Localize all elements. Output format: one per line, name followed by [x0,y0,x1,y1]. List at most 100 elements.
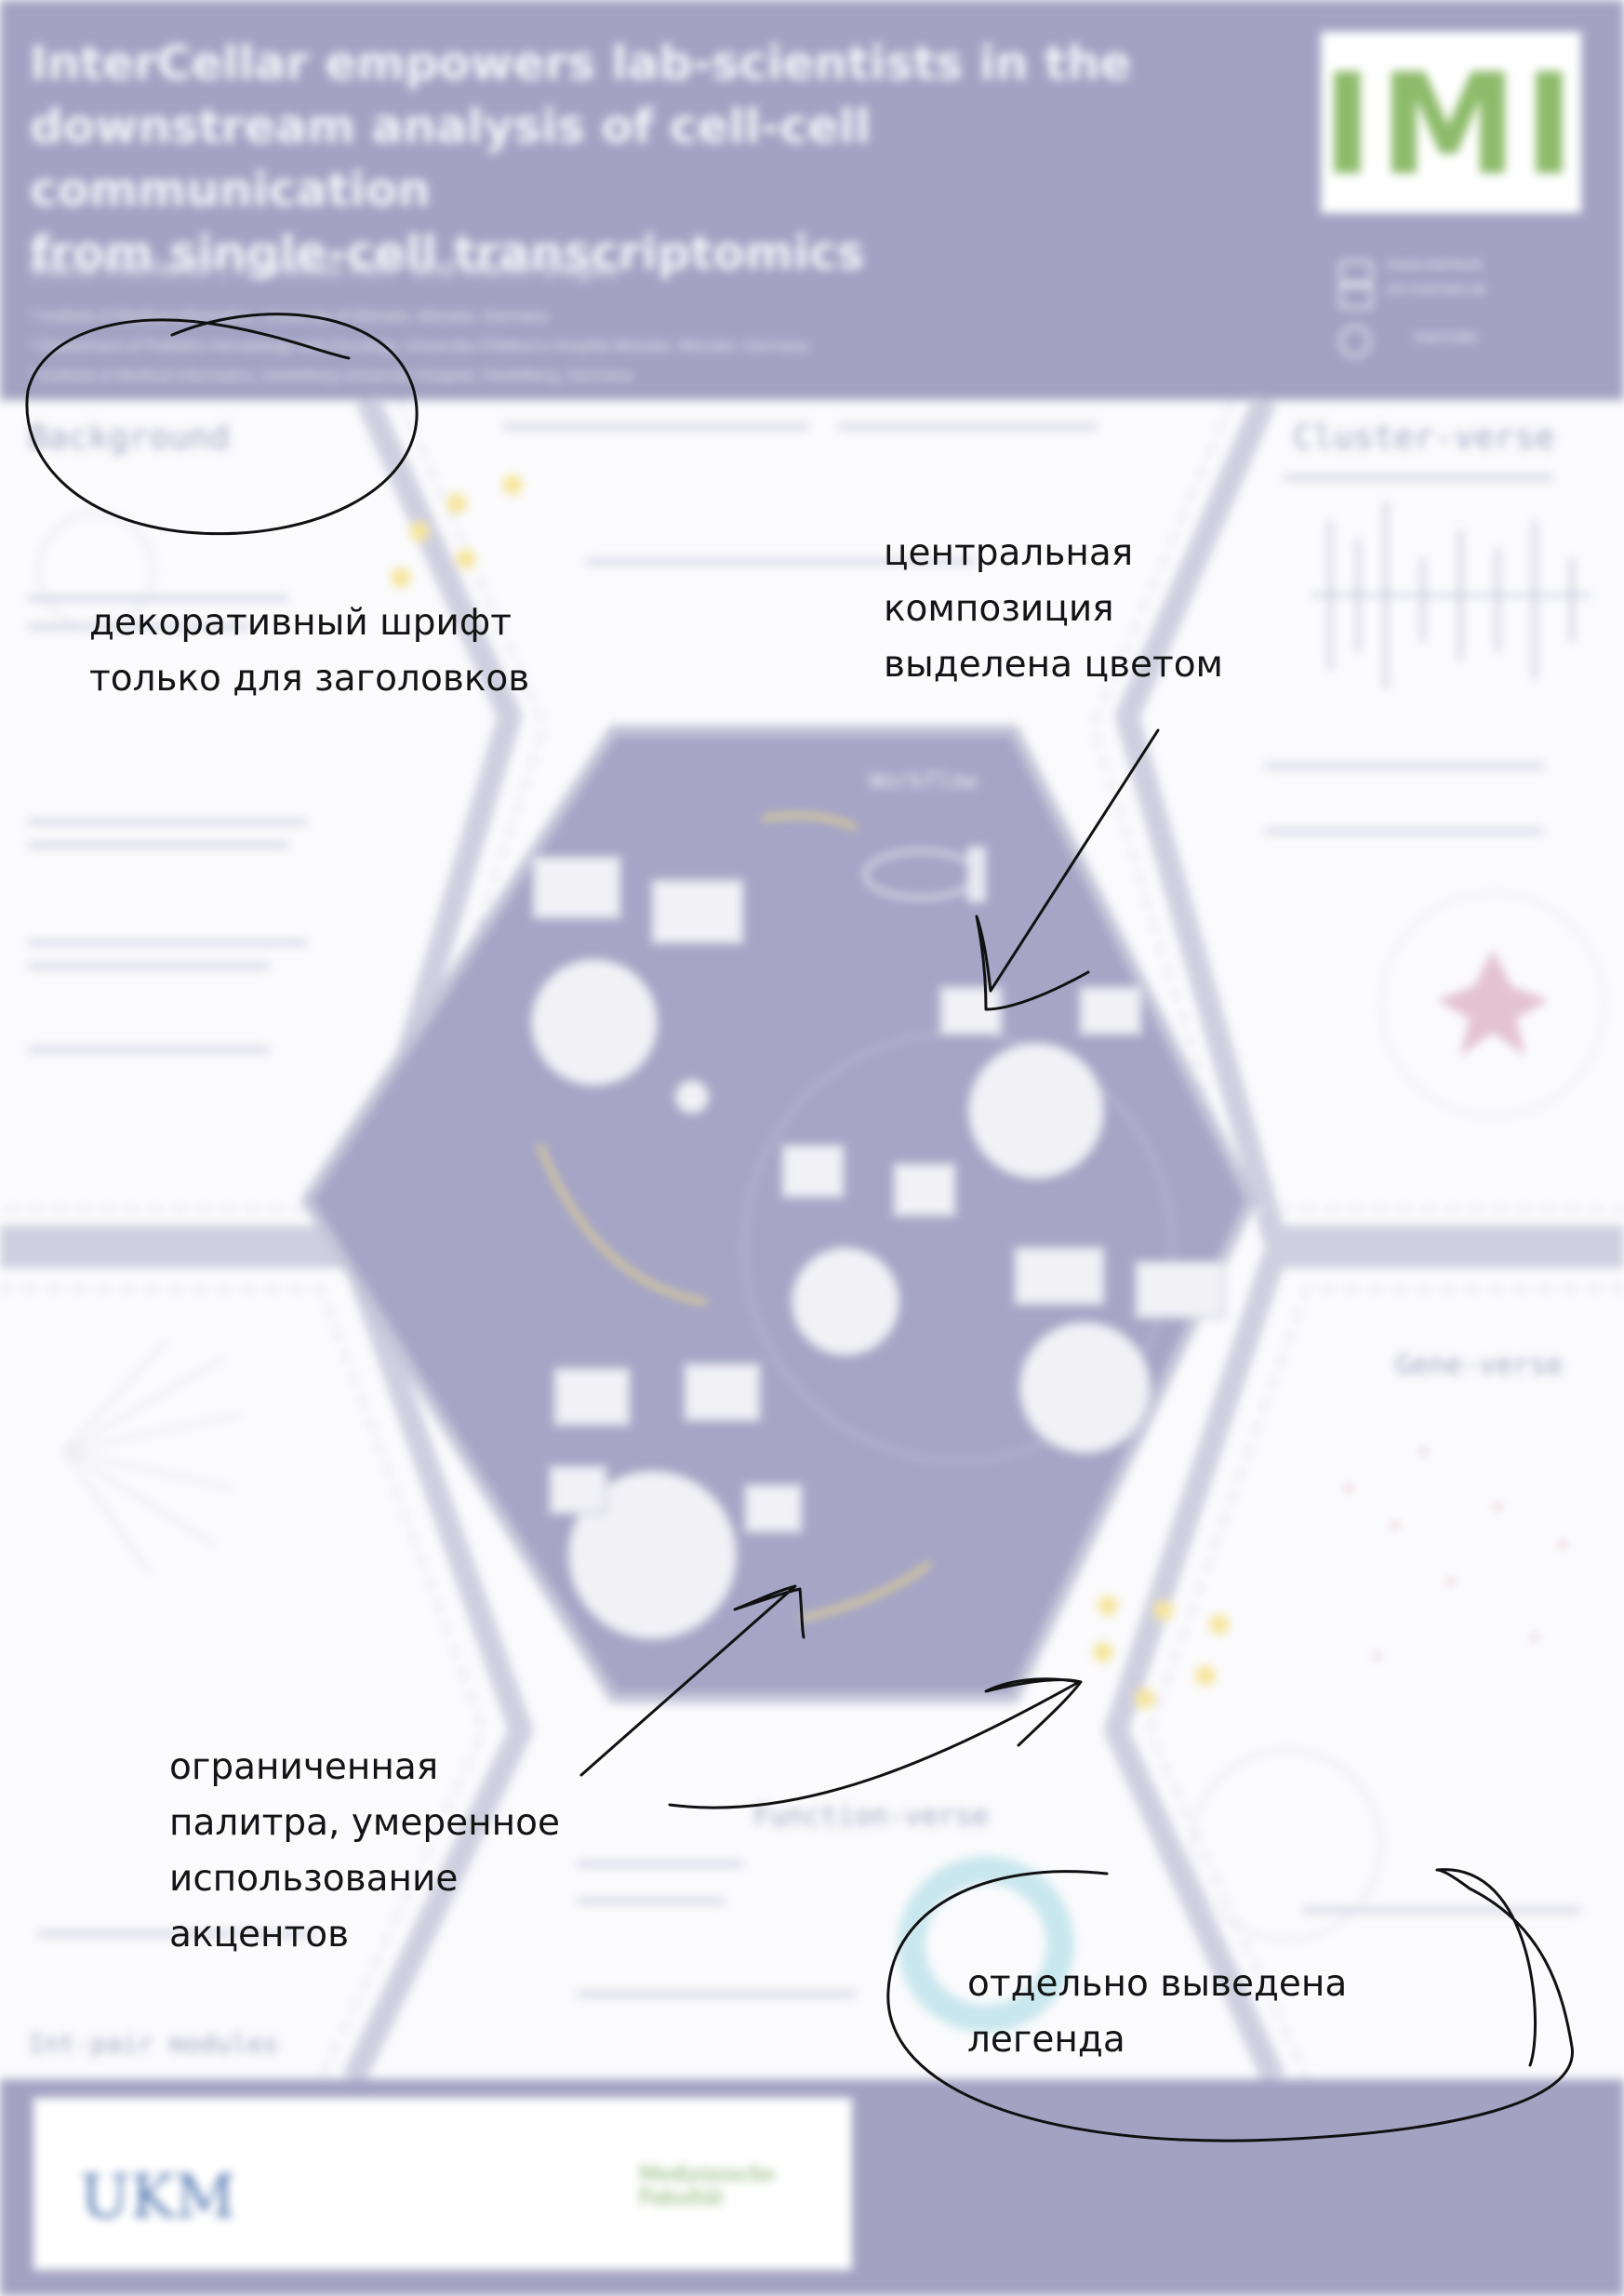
flag-icon [893,1163,956,1217]
sponsor-panel: UKM Medizinische Fakultät [33,2098,852,2270]
text-line [37,1930,316,1937]
text-line [1265,763,1544,769]
accent-dot [446,493,467,514]
text-line [577,1861,744,1867]
decorative-ring [37,512,154,629]
text-line [577,1898,725,1904]
mail-icon [1339,260,1373,285]
flag-icon [532,856,621,919]
title-line: downstream analysis of cell-cell communi… [30,100,872,217]
flag-icon [744,1484,803,1533]
central-hexagon [301,725,1257,1703]
annotation-limited-palette: ограниченная палитра, умеренное использо… [169,1740,560,1963]
poster-authors: Marta Interlandi¹, Kornelius Kerl² and M… [30,253,627,282]
gene-scatter [1345,1448,1566,1660]
accent-dot [502,474,523,495]
annotation-line: центральная [884,532,1134,574]
cell-icon [967,1042,1105,1180]
imi-logo: IMI [1321,32,1581,213]
poster-title: InterCellar empowers lab-scientists in t… [30,32,1267,285]
accent-dot [1135,1689,1155,1709]
flag-icon [1135,1261,1226,1319]
text-line [577,1991,856,1997]
annotation-line: ограниченная [169,1746,439,1788]
text-line [28,595,288,602]
annotation-line: отдельно выведена [967,1963,1348,2005]
annotation-decorative-font: декоративный шрифт только для заголовков [89,595,529,707]
text-line [28,1047,270,1053]
section-title-workflow: Workflow [870,768,978,794]
hex-border-right [1115,394,1624,1249]
text-line [1302,1907,1581,1914]
accent-dot [1153,1600,1174,1621]
arrow-mark [975,728,1160,1011]
sponsor-logo: UKM [80,2163,236,2232]
text-line [586,558,977,565]
accent-dot [391,567,411,588]
annotation-line: композиция [884,588,1114,630]
section-title-cluster-verse: Cluster-verse [1293,419,1555,457]
flag-icon [781,1144,845,1198]
text-line [1265,828,1544,834]
flag-icon [939,986,1003,1035]
circle-mark [886,1868,1574,2142]
dashed-path [1090,399,1624,1211]
hex-border-right-lower [1104,1244,1624,2085]
logo-text: IMI [1321,45,1581,207]
cell-icon [1018,1321,1151,1454]
text-line [28,819,307,825]
flag-icon [651,879,744,944]
annotation-line: использование [169,1858,459,1900]
text-line [28,940,307,946]
flag-icon [1014,1247,1105,1305]
annotation-line: выделена цветом [884,644,1223,686]
flag-icon [1079,986,1142,1035]
accent-arrow [762,813,858,831]
text-line [28,842,288,848]
left-network [64,1339,243,1573]
cell-icon [791,1247,900,1356]
accent-arrow [537,1143,708,1305]
annotation-line: легенда [967,2019,1125,2061]
contact-text: marta.interlandi [1386,257,1483,273]
section-title-function-verse: Function-verse [753,1800,989,1833]
section-title-background: Background [28,419,230,457]
accent-arrow [799,1561,932,1622]
hex-border-left-lower [0,1244,533,2085]
accent-dot [1093,1642,1113,1662]
github-icon [1339,326,1371,357]
cell-icon [530,958,659,1087]
annotation-legend: отдельно выведена легенда [967,1956,1347,2068]
annotation-line: только для заголовков [89,658,530,700]
arrow-mark [579,1584,805,1777]
text-line [1284,474,1553,481]
text-line [502,423,809,430]
radial-plot [1379,891,1606,1118]
affiliation: ³ Institute of Medical Informatics, Heid… [30,367,633,384]
accent-dot [1195,1665,1216,1686]
text-line [28,623,251,630]
accent-dot [409,521,430,541]
flag-icon [549,1465,607,1515]
text-line [837,423,1098,430]
circle-mark [25,313,419,536]
section-title-gene-verse: Gene-verse [1395,1349,1564,1382]
decorative-ring [1191,1749,1382,1941]
section-title-int-pair: Int-pair modules [28,2028,279,2059]
poster-header: InterCellar empowers lab-scientists in t… [0,0,1624,400]
radial-shape [1437,949,1549,1056]
annotation-central-composition: центральная композиция выделена цветом [884,526,1223,693]
title-line: InterCellar empowers lab-scientists in t… [30,36,1132,90]
workflow-icon [967,847,986,902]
contact-text: uni-muenster.de [1386,281,1486,297]
accent-dot [456,549,476,569]
mail-icon [1339,285,1373,309]
contact-text: InterCellar [1414,329,1479,345]
cell-icon [674,1079,710,1115]
accent-dot [1209,1614,1230,1635]
function-donut [898,1856,1074,2033]
hex-border-left [0,394,522,1249]
